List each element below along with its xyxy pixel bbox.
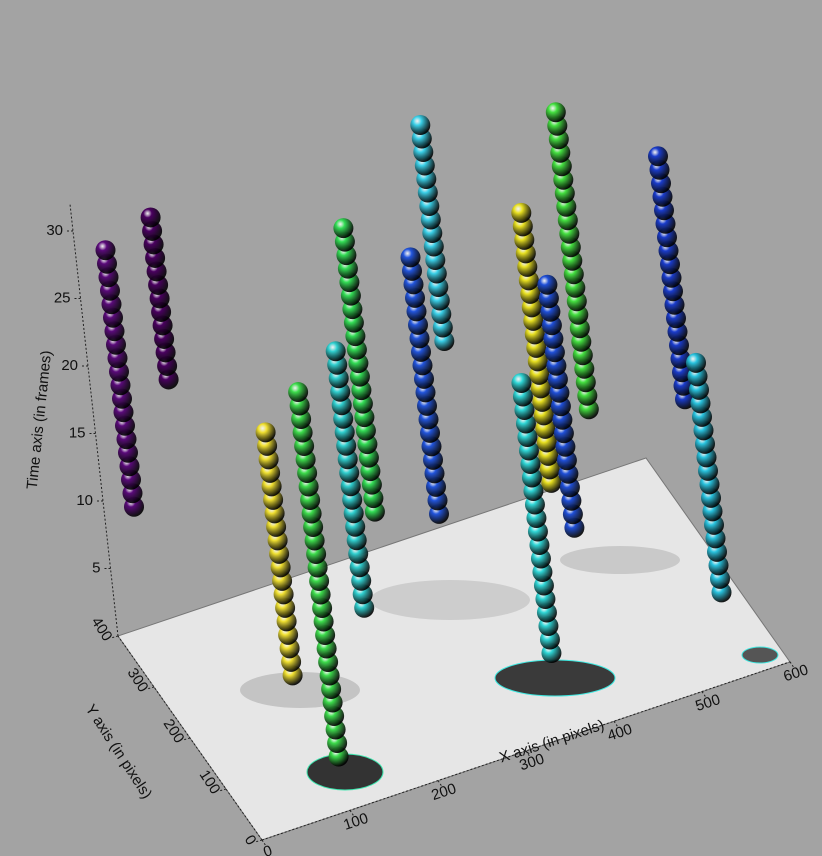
spot-blob	[495, 660, 615, 696]
floor-shade	[370, 580, 530, 620]
track-sphere	[546, 102, 566, 122]
z-tick-label: 10	[76, 492, 93, 509]
track-sphere	[511, 203, 531, 223]
z-tick-label: 30	[46, 222, 63, 239]
track-sphere	[96, 240, 116, 260]
z-tick-label: 5	[92, 559, 100, 576]
track-sphere	[686, 353, 706, 373]
track-sphere	[648, 146, 668, 166]
chart: X axis (in pixels) Y axis (in pixels) Ti…	[0, 0, 822, 856]
z-tick-label: 25	[54, 289, 71, 306]
track-sphere	[256, 422, 276, 442]
spot-blob	[742, 647, 778, 663]
floor-shade	[560, 546, 680, 574]
track-sphere	[537, 275, 557, 295]
track-sphere	[410, 115, 430, 135]
track-sphere	[511, 373, 531, 393]
z-tick-label: 20	[61, 357, 78, 374]
track-sphere	[141, 207, 161, 227]
track-sphere	[401, 247, 421, 267]
track-sphere	[288, 382, 308, 402]
track-sphere	[333, 218, 353, 238]
z-tick-label: 15	[69, 424, 86, 441]
track-sphere	[326, 341, 346, 361]
